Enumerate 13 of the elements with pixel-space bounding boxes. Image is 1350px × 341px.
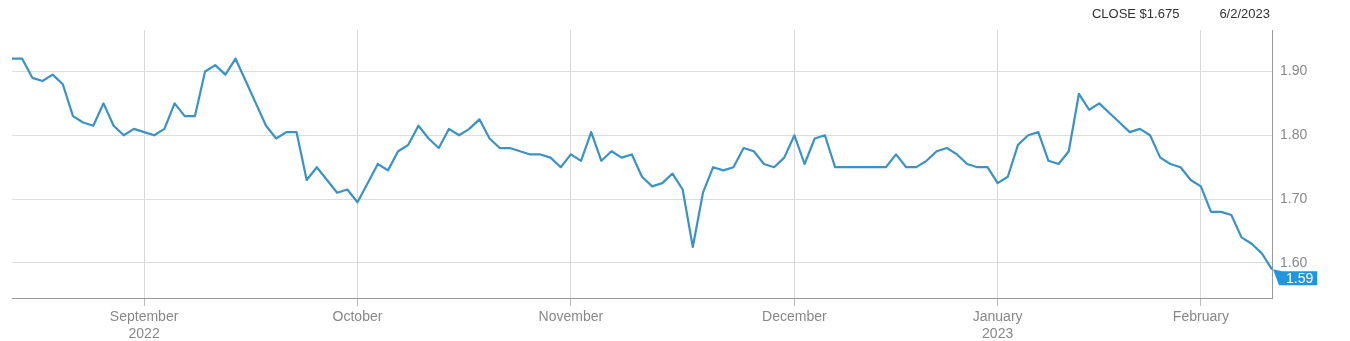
y-tick-label: 1.60 [1280,253,1308,270]
text: CLOSE $1.675 [1091,6,1180,21]
x-tick-label: November [538,308,604,325]
x-tick-label: January 2023 [972,308,1023,341]
x-tick-label: October [332,308,383,325]
y-tick-label: 1.80 [1280,126,1308,143]
y-tick-label: 1.90 [1280,62,1308,79]
x-tick-label: February [1172,308,1229,325]
y-tick-label: 1.70 [1280,189,1308,206]
text: 6/2/2023 [1219,6,1270,21]
x-tick-label: December [762,308,828,325]
data-label: 1.59 [1286,270,1314,287]
x-tick-label: September 2022 [109,308,179,341]
